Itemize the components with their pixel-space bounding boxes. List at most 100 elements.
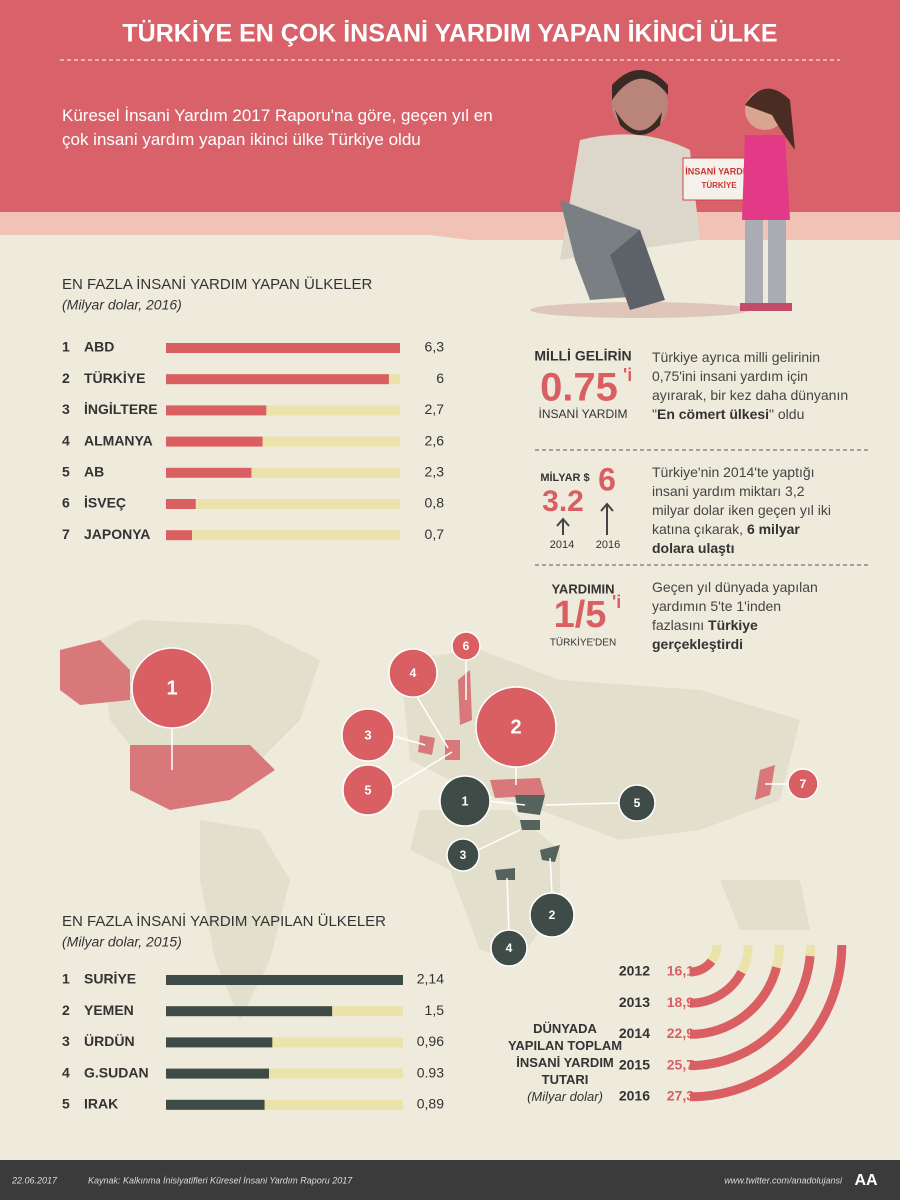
bar-track: [166, 530, 400, 541]
stat-label: YARDIMIN: [551, 581, 614, 596]
photo: İNSANİ YARDIM TÜRKİYE: [530, 70, 795, 318]
value-label: 16,1: [667, 963, 694, 979]
category-label: TÜRKİYE: [84, 370, 145, 386]
rank: 1: [62, 971, 70, 987]
bar: [166, 1099, 265, 1110]
category-label: ÜRDÜN: [84, 1033, 135, 1049]
map-number: 3: [460, 848, 467, 862]
rank: 7: [62, 526, 70, 542]
arc-track: [707, 944, 722, 964]
value-label: 2,6: [425, 432, 445, 448]
stat-label: TÜRKİYE'DEN: [550, 636, 616, 649]
rank: 4: [62, 1064, 70, 1080]
arc-subtitle: (Milyar dolar): [527, 1089, 603, 1104]
bar: [166, 530, 192, 541]
bar: [166, 436, 263, 447]
chart-subtitle: (Milyar dolar, 2016): [62, 297, 182, 313]
map-marker: [787, 768, 819, 800]
arc-track: [772, 944, 784, 969]
value-label: 18,9: [667, 994, 694, 1010]
chart-title: EN FAZLA İNSANİ YARDIM YAPILAN ÜLKELER: [62, 912, 386, 930]
map-marker: [439, 775, 491, 827]
year-label: 2014: [619, 1025, 650, 1041]
arc: [689, 966, 781, 1039]
value-label: 2,14: [417, 971, 444, 987]
bar: [166, 1037, 273, 1048]
chart-subtitle: (Milyar dolar, 2015): [62, 934, 182, 950]
map-marker: [529, 892, 575, 938]
bar-track: [166, 499, 400, 509]
arc: [689, 969, 746, 1008]
bar: [166, 467, 252, 478]
map-number: 4: [410, 666, 417, 680]
arc-title-text: DÜNYADA YAPILAN TOPLAM İNSANİ YARDIM TUT…: [507, 1021, 623, 1087]
map-marker: [618, 784, 656, 822]
bar: [166, 343, 400, 353]
year-label: 2012: [619, 963, 650, 979]
map-number: 1: [462, 794, 469, 808]
category-label: IRAK: [84, 1096, 118, 1112]
category-label: İSVEÇ: [84, 495, 126, 511]
year-label: 2016: [619, 1088, 650, 1104]
footer-twitter: www.twitter.com/anadolujansi: [724, 1175, 843, 1185]
text: Türkiye'nin 2014'te yaptığı insani yardı…: [652, 464, 831, 537]
stat-text: Geçen yıl dünyada yapılan yardımın 5'te …: [652, 578, 832, 654]
year-label: 2015: [619, 1056, 650, 1072]
map-number: 2: [549, 908, 556, 922]
stat-figure: 3.2: [542, 485, 584, 518]
bar: [166, 499, 196, 509]
text-bold: En cömert ülkesi: [656, 406, 770, 422]
bar-track: [166, 1068, 403, 1079]
value-label: 2,3: [425, 464, 445, 480]
map-marker: [446, 838, 480, 872]
year-label: 2013: [619, 994, 650, 1010]
map-number: 7: [800, 777, 807, 791]
bar-track: [166, 1037, 403, 1048]
arc: [689, 958, 716, 977]
stat-figure: 6: [598, 461, 616, 497]
bar: [166, 1006, 333, 1017]
map-marker: [342, 764, 394, 816]
text-bold: 6 milyar dolara ulaştı: [652, 521, 800, 556]
rank: 4: [62, 432, 70, 448]
map-number: 1: [166, 677, 177, 699]
map-marker: [131, 647, 213, 729]
value-label: 27,3: [667, 1088, 694, 1104]
map-marker: [490, 929, 528, 967]
rank: 6: [62, 495, 70, 511]
bar-track: [166, 1099, 403, 1110]
map-marker: [388, 648, 438, 698]
title: TÜRKİYE EN ÇOK İNSANİ YARDIM YAPAN İKİNC…: [122, 19, 777, 48]
map-number: 2: [510, 716, 521, 738]
stat-text: Türkiye ayrıca milli gelirinin 0,75'ini …: [652, 348, 852, 424]
map-marker: [451, 631, 481, 661]
map-marker: [341, 708, 395, 762]
bar-track: [166, 405, 400, 416]
rank: 3: [62, 401, 70, 417]
value-label: 2,7: [425, 401, 445, 417]
bar: [166, 405, 267, 416]
category-label: AB: [84, 464, 104, 480]
bar-track: [166, 436, 400, 447]
text: Geçen yıl dünyada yapılan yardımın 5'te …: [652, 579, 818, 633]
rank: 2: [62, 1002, 70, 1018]
footer-date: 22.06.2017: [11, 1175, 58, 1185]
text-bold: Türkiye gerçekleştirdi: [652, 617, 758, 652]
stat-year: 2014: [550, 539, 574, 551]
category-label: JAPONYA: [84, 526, 150, 542]
value-label: 6: [436, 370, 444, 386]
stat-suffix: 'i: [623, 365, 632, 385]
map-number: 5: [634, 796, 641, 810]
footer-source: Kaynak: Kalkınma İnisiyatifleri Küresel …: [88, 1175, 353, 1185]
arc: [689, 944, 847, 1102]
arc: [689, 955, 815, 1071]
value-label: 1,5: [425, 1002, 445, 1018]
arc-track: [737, 944, 753, 975]
stat-label: MİLYAR $: [540, 471, 589, 484]
value-label: 0,7: [425, 526, 445, 542]
map-number: 3: [364, 727, 371, 742]
bar-track: [166, 467, 400, 478]
value-label: 0,96: [417, 1033, 444, 1049]
arc-title: DÜNYADA YAPILAN TOPLAM İNSANİ YARDIM TUT…: [505, 1020, 625, 1105]
